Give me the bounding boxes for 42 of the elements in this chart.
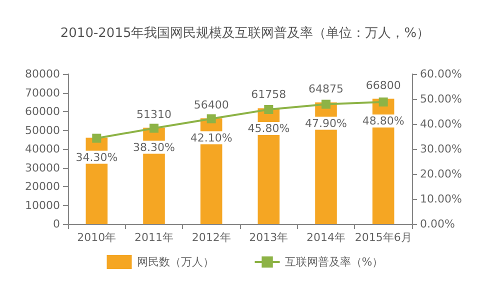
data-label: 38.30% (133, 140, 175, 154)
y2-tick-label: 10.00% (420, 192, 462, 206)
data-label: 47.90% (305, 116, 347, 130)
point (378, 98, 388, 106)
x-tick-label: 2010年 (77, 231, 116, 244)
data-label: 51310 (136, 108, 172, 121)
y-tick-label: 70000 (25, 86, 60, 100)
data-label: 66800 (366, 78, 401, 92)
data-label: 42.10% (190, 131, 232, 144)
legend-label: 网民数（万人） (136, 256, 214, 268)
x-tick-label: 2015年6月 (354, 231, 412, 244)
y2-tick-label: 20.00% (420, 168, 462, 180)
y-tick-label: 20000 (25, 180, 60, 193)
x-tick-label: 2011年 (134, 231, 174, 244)
y2-tick-label: 40.00% (420, 118, 462, 130)
x-tick-label: 2012年 (192, 231, 231, 244)
point (206, 114, 216, 124)
chart-title: 2010-2015年我国网民规模及互联网普及率（单位：万人，%） (60, 25, 430, 41)
x-tick-label: 2013年 (249, 231, 288, 244)
data-label: 48.80% (362, 114, 404, 128)
y-tick-label: 80000 (25, 68, 60, 80)
data-label: 64875 (308, 82, 344, 96)
data-label: 34.30% (76, 150, 118, 164)
point (92, 134, 102, 143)
point (322, 100, 330, 109)
y-tick-label: 40000 (25, 142, 60, 156)
y-tick-label: 0 (53, 218, 60, 230)
y-tick-label: 30000 (25, 161, 60, 174)
y2-tick-label: 50.00% (420, 92, 462, 106)
x-tick-label: 2014年 (306, 231, 346, 244)
y-tick-label: 60000 (25, 105, 60, 118)
data-label: 56400 (194, 98, 229, 112)
y-tick-label: 10000 (25, 198, 60, 212)
legend-label: 互联网普及率（%） (284, 256, 384, 268)
y-tick-label: 50000 (25, 124, 60, 137)
y2-tick-label: 0.00% (420, 218, 455, 230)
data-label: 45.80% (248, 122, 290, 135)
y2-tick-label: 30.00% (420, 142, 462, 156)
point (264, 105, 274, 114)
data-label: 61758 (251, 88, 286, 102)
point (150, 124, 158, 133)
y2-tick-label: 60.00% (420, 68, 462, 80)
